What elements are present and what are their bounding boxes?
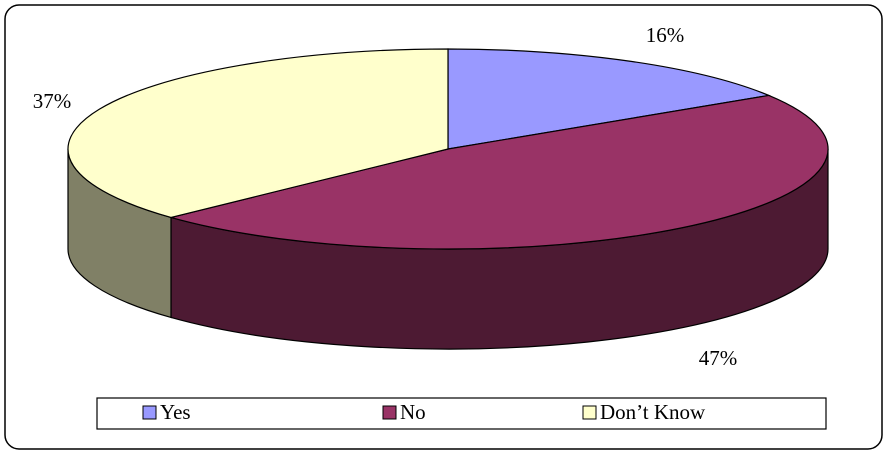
data-label: 16% bbox=[646, 23, 685, 47]
data-label: 47% bbox=[699, 346, 738, 370]
legend-label: Yes bbox=[160, 400, 191, 424]
data-label: 37% bbox=[33, 89, 72, 113]
legend: Yes No Don’t Know bbox=[142, 400, 706, 424]
legend-label: Don’t Know bbox=[600, 400, 706, 424]
legend-swatch bbox=[582, 405, 597, 420]
pie-slice bbox=[67, 48, 449, 219]
pie-slice bbox=[447, 48, 772, 150]
legend-swatch bbox=[142, 405, 157, 420]
legend-swatch bbox=[382, 405, 397, 420]
legend-box bbox=[96, 397, 827, 430]
legend-label: No bbox=[400, 400, 426, 424]
pie: 16% 47% 37% bbox=[33, 23, 829, 370]
pie-slice bbox=[168, 94, 829, 250]
